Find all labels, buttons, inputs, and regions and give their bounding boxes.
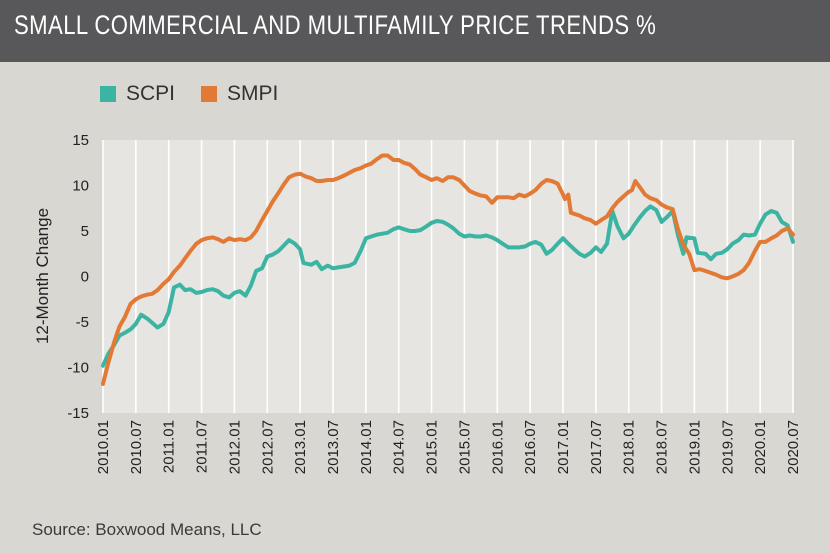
legend: SCPI SMPI <box>100 82 304 106</box>
x-tick-label: 2019.01 <box>686 420 703 474</box>
plot-area <box>103 140 793 413</box>
x-tick-label: 2012.01 <box>226 420 243 474</box>
y-tick-label: 0 <box>81 269 89 286</box>
x-tick-label: 2015.01 <box>424 420 441 474</box>
legend-swatch-smpi <box>201 86 218 102</box>
series-line-smpi <box>101 153 795 386</box>
x-tick-label: 2011.07 <box>194 420 211 473</box>
chart-title: SMALL COMMERCIAL AND MULTIFAMILY PRICE T… <box>14 10 657 40</box>
y-tick-label: -15 <box>67 405 89 422</box>
legend-item-smpi: SMPI <box>201 82 278 106</box>
y-tick-label: -10 <box>67 360 89 377</box>
source-note: Source: Boxwood Means, LLC <box>32 520 262 539</box>
x-tick-label: 2014.07 <box>391 420 408 474</box>
y-tick-label: -5 <box>76 314 89 331</box>
x-tick-label: 2018.07 <box>654 420 671 474</box>
y-tick-label: 10 <box>72 178 89 195</box>
x-tick-label: 2017.07 <box>588 420 605 474</box>
x-tick-label: 2016.07 <box>522 420 539 474</box>
x-tick-label: 2020.01 <box>752 420 769 474</box>
x-tick-label: 2017.01 <box>555 420 572 474</box>
x-tick-label: 2012.07 <box>259 420 276 474</box>
legend-item-scpi: SCPI <box>100 82 175 106</box>
x-tick-label: 2014.01 <box>358 420 375 474</box>
header-bar: SMALL COMMERCIAL AND MULTIFAMILY PRICE T… <box>0 0 830 62</box>
x-tick-label: 2018.01 <box>621 420 638 474</box>
x-tick-label: 2016.01 <box>489 420 506 474</box>
x-tick-label: 2015.07 <box>456 420 473 474</box>
x-tick-label: 2013.07 <box>325 420 342 474</box>
legend-swatch-scpi <box>100 86 116 102</box>
x-tick-label: 2020.07 <box>785 420 802 474</box>
x-tick-label: 2011.01 <box>161 420 178 473</box>
y-tick-label: 15 <box>72 132 89 149</box>
legend-label-smpi: SMPI <box>227 82 279 105</box>
x-tick-label: 2010.07 <box>128 420 145 474</box>
x-tick-label: 2019.07 <box>719 420 736 474</box>
series-line-scpi <box>101 204 795 368</box>
y-axis-label: 12-Month Change <box>33 208 52 344</box>
x-tick-label: 2010.01 <box>95 420 112 474</box>
x-tick-label: 2013.01 <box>292 420 309 474</box>
legend-label-scpi: SCPI <box>126 82 176 105</box>
y-tick-label: 5 <box>81 223 89 240</box>
